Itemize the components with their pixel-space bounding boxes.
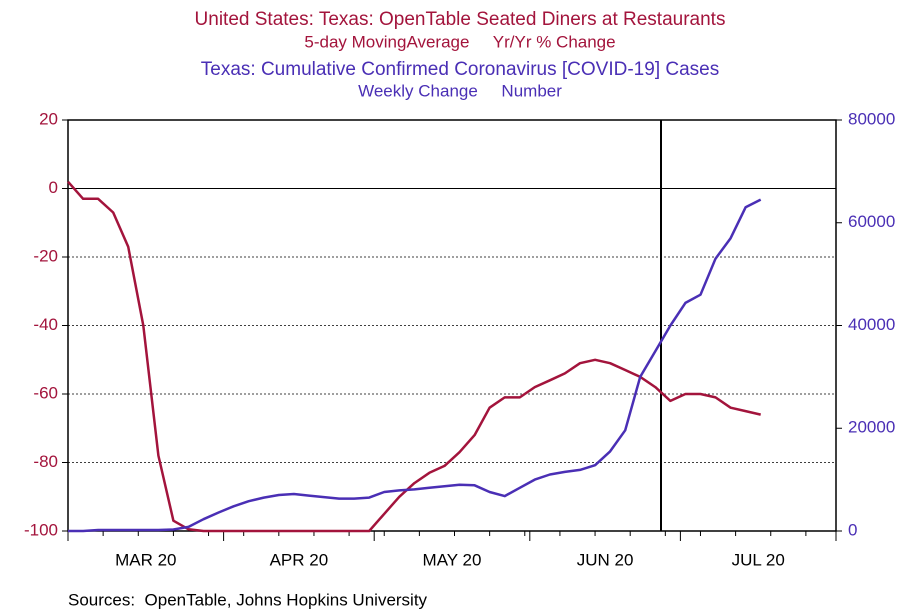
series-line (67, 180, 761, 533)
y2-tick-label: 80000 (848, 109, 895, 128)
chart-title: United States: Texas: OpenTable Seated D… (195, 9, 726, 30)
y-tick-label: -100 (24, 520, 58, 539)
y-tick-label: -40 (33, 315, 58, 334)
y2-tick-label: 0 (848, 520, 857, 539)
x-tick-label: MAR 20 (115, 550, 176, 569)
series-line (68, 198, 762, 533)
y-tick-label: -20 (33, 246, 58, 265)
y2-tick-label: 60000 (848, 212, 895, 231)
y2-tick-label: 40000 (848, 315, 895, 334)
x-tick-label: JUN 20 (577, 550, 634, 569)
x-tick-label: APR 20 (270, 550, 329, 569)
chart-title-2: Texas: Cumulative Confirmed Coronavirus … (201, 59, 719, 80)
y-tick-label: -60 (33, 383, 58, 402)
y2-tick-label: 20000 (848, 418, 895, 437)
y-tick-label: -80 (33, 452, 58, 471)
chart-subtitle: 5-day MovingAverage Yr/Yr % Change (304, 32, 615, 51)
source: Sources: OpenTable, Johns Hopkins Univer… (68, 590, 428, 609)
y-tick-label: 20 (39, 109, 58, 128)
x-tick-label: JUL 20 (732, 550, 785, 569)
chart-subtitle-2: Weekly Change Number (358, 81, 562, 100)
y-tick-label: 0 (49, 178, 58, 197)
x-tick-label: MAY 20 (423, 550, 482, 569)
